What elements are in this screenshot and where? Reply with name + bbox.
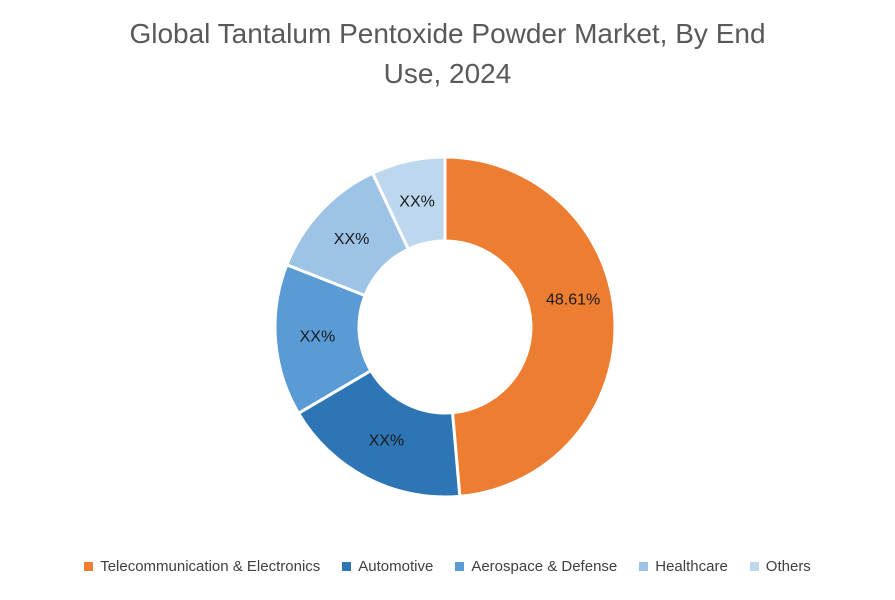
legend-item-healthcare: Healthcare bbox=[639, 558, 728, 575]
legend-label-others: Others bbox=[765, 558, 811, 575]
legend-label-automotive: Automotive bbox=[358, 558, 434, 575]
legend-item-telecommunication-and-electronics: Telecommunication & Electronics bbox=[84, 558, 320, 575]
slice-label-automotive: XX% bbox=[369, 432, 405, 449]
legend-item-automotive: Automotive bbox=[342, 558, 433, 575]
legend-swatch-icon bbox=[342, 562, 352, 571]
legend-label-aerospace-and-defense: Aerospace & Defense bbox=[471, 558, 618, 575]
legend-item-aerospace-and-defense: Aerospace & Defense bbox=[455, 558, 617, 575]
legend-swatch-icon bbox=[455, 562, 465, 571]
slice-label-others: XX% bbox=[399, 194, 435, 211]
slice-others bbox=[370, 155, 447, 252]
legend: Telecommunication & Electronics Automotiv… bbox=[0, 558, 895, 575]
slice-label-telecommunication-and-electronics: 48.61% bbox=[546, 291, 600, 308]
legend-swatch-icon bbox=[84, 562, 94, 571]
slice-label-aerospace-and-defense: XX% bbox=[300, 329, 336, 346]
slice-automotive bbox=[296, 368, 462, 499]
chart-title-line-2: Use, 2024 bbox=[383, 58, 512, 89]
legend-swatch-icon bbox=[639, 562, 649, 571]
legend-label-telecommunication-and-electronics: Telecommunication & Electronics bbox=[100, 558, 321, 575]
legend-item-others: Others bbox=[749, 558, 811, 575]
slice-telecommunication-and-electronics bbox=[443, 155, 617, 498]
chart-title: Global Tantalum Pentoxide Powder Market,… bbox=[0, 14, 895, 94]
slice-label-healthcare: XX% bbox=[334, 231, 370, 248]
chart-title-line-1: Global Tantalum Pentoxide Powder Market,… bbox=[129, 18, 766, 49]
legend-label-healthcare: Healthcare bbox=[655, 558, 728, 575]
legend-swatch-icon bbox=[749, 562, 759, 571]
